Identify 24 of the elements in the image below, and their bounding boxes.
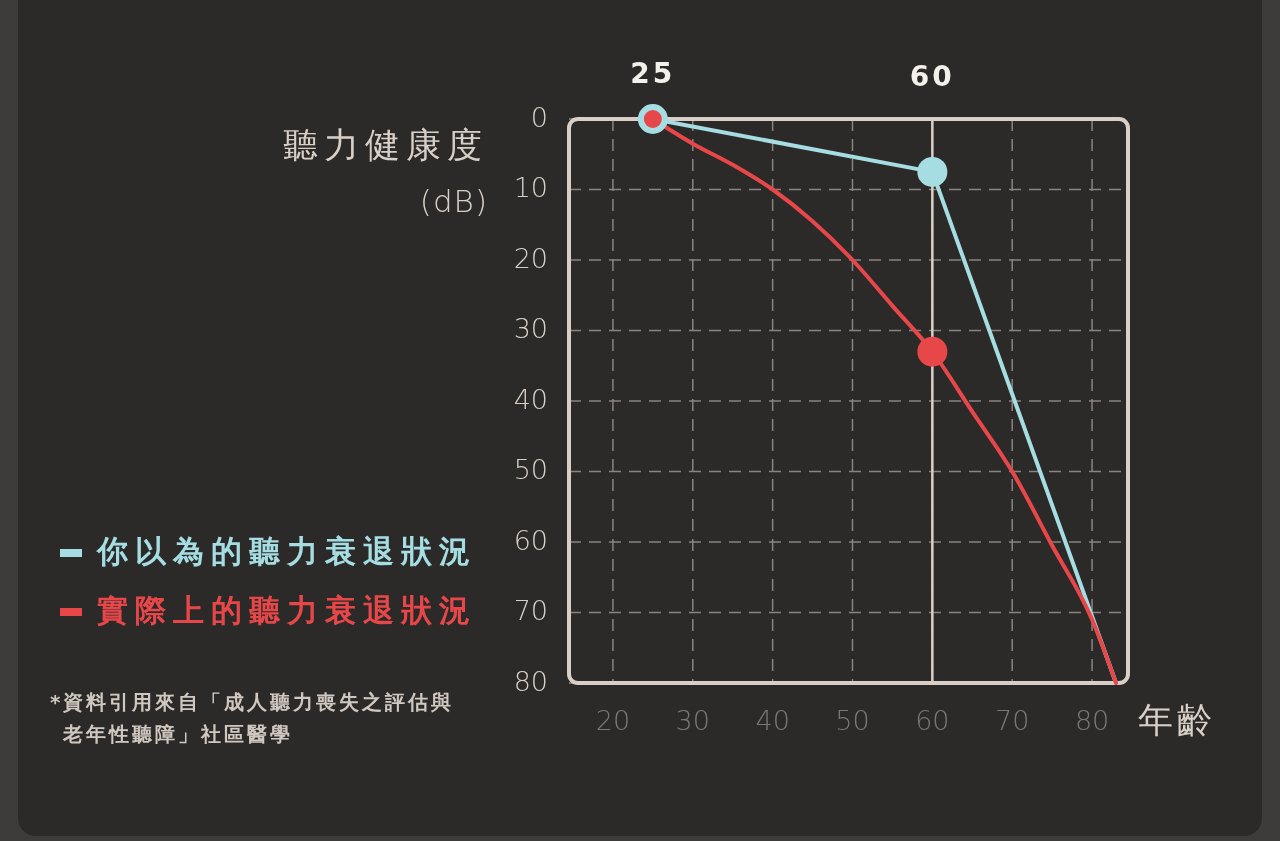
x-axis-title: 年齡 <box>1138 700 1216 740</box>
y-tick-label: 40 <box>513 383 548 415</box>
y-tick-label: 10 <box>513 172 548 203</box>
y-tick-label: 20 <box>513 242 548 274</box>
annotation: 25 <box>630 57 676 90</box>
ref-line-label: 60 <box>909 60 955 93</box>
x-tick-label: 20 <box>595 704 631 736</box>
y-tick-label: 30 <box>513 313 548 344</box>
y-tick-label: 50 <box>513 454 548 485</box>
x-tick-label: 60 <box>915 704 950 736</box>
legend-label: 實際上的聽力衰退狀況 <box>97 591 477 628</box>
legend-label: 你以為的聽力衰退狀況 <box>95 532 477 569</box>
y-axis-title: 聽力健康度 (dB) <box>283 125 488 219</box>
y-tick-label: 80 <box>513 665 548 697</box>
y-tick-label: 0 <box>530 101 548 133</box>
point <box>917 156 948 187</box>
text: *資料引用來自「成人聽力喪失之評估與老年性聽障」社區醫學 <box>50 689 455 746</box>
x-tick-label: 50 <box>835 704 870 736</box>
y-tick-label: 60 <box>513 524 548 556</box>
x-tick-label: 80 <box>1074 704 1110 736</box>
x-tick-label: 40 <box>755 704 790 736</box>
x-tick-label: 70 <box>995 704 1030 736</box>
y-tick-label: 70 <box>513 595 548 626</box>
x-tick-label: 30 <box>675 704 710 736</box>
